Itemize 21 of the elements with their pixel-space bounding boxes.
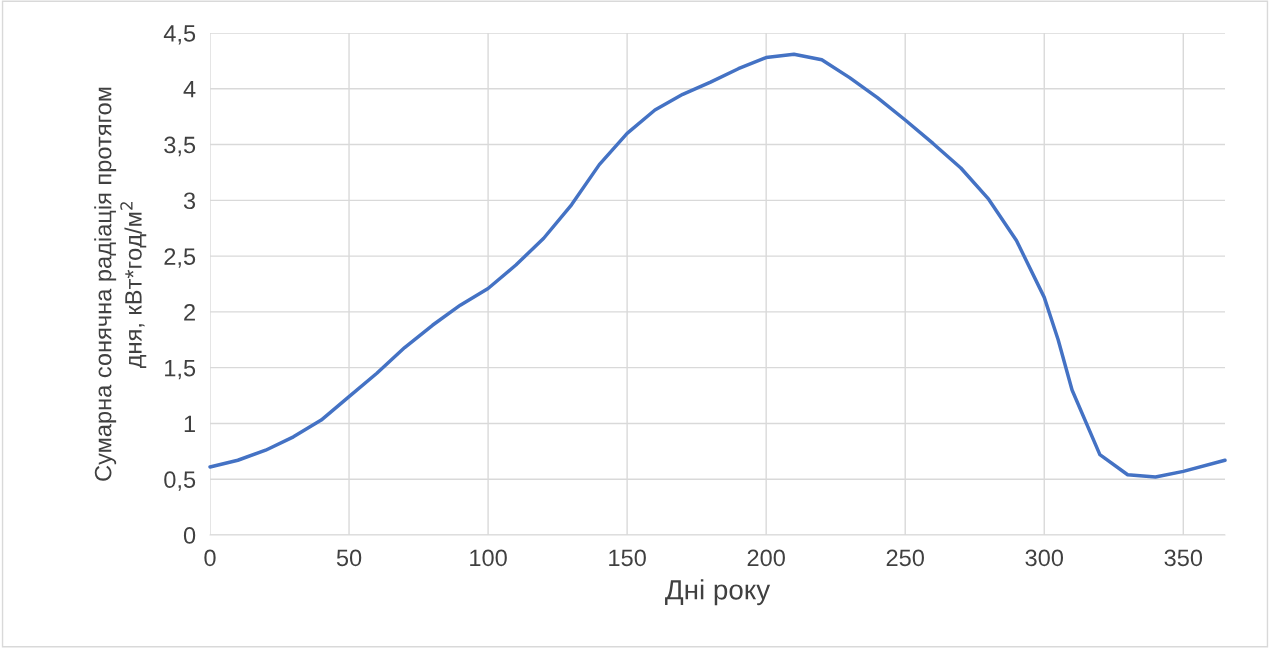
x-tick-label: 50 <box>336 549 362 567</box>
y-tick-label: 3 <box>183 192 196 210</box>
y-tick-label: 2,5 <box>164 248 196 268</box>
y-tick-label: 2 <box>184 303 195 321</box>
x-tick-label: 250 <box>886 549 924 567</box>
x-tick-label: 100 <box>470 549 507 567</box>
x-tick-label: 300 <box>1025 549 1064 567</box>
x-tick-label: 350 <box>1164 549 1203 567</box>
x-tick-label: 150 <box>609 549 646 567</box>
y-tick-label: 4 <box>183 81 196 98</box>
y-axis-title: Сумарна сонячна радіація протягом дня, кВт*год/м$^{2}$ <box>94 87 147 481</box>
y-tick-label: 4,5 <box>163 25 196 45</box>
line-series <box>208 52 1227 479</box>
y-tick-label: 1 <box>184 415 195 432</box>
y-tick-label: 0,5 <box>164 471 196 491</box>
x-tick-label: 200 <box>747 549 785 567</box>
y-tick-label: 3,5 <box>164 136 196 157</box>
x-tick-label: 0 <box>204 549 216 567</box>
x-axis-title: Дні року <box>665 579 771 606</box>
y-tick-label: 0 <box>183 527 196 544</box>
y-tick-label: 1,5 <box>165 359 196 380</box>
